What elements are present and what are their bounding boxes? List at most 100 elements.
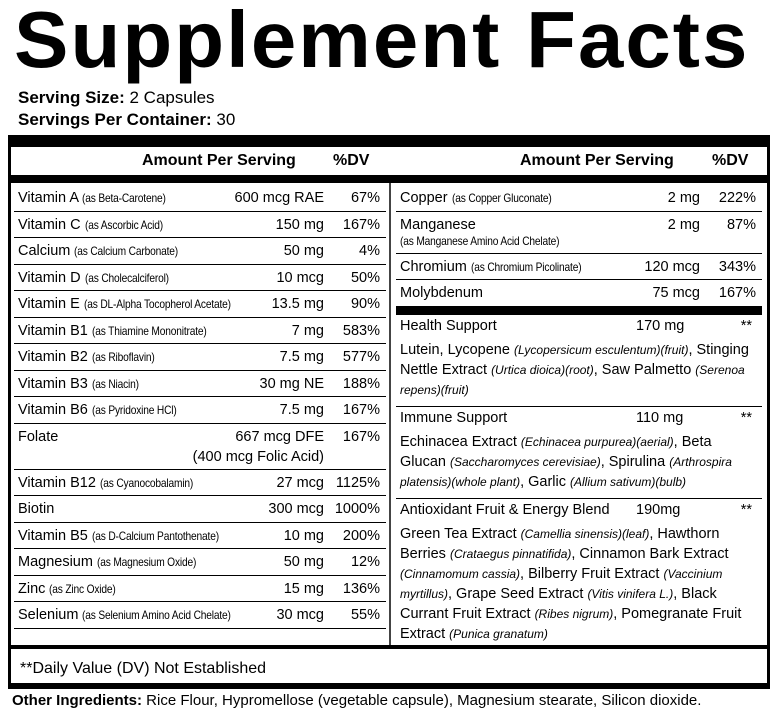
column-divider xyxy=(389,183,391,645)
nutrient-source: (as Zinc Oxide) xyxy=(49,581,117,596)
nutrient-row: Selenium (as Selenium Amino Acid Chelate… xyxy=(14,602,386,629)
header-divider xyxy=(8,175,770,183)
blend-name: Antioxidant Fruit & Energy Blend xyxy=(400,501,610,518)
top-divider xyxy=(8,135,770,147)
nutrient-amount: 30 mcg xyxy=(276,607,324,623)
ingredient-source: (Crataegus pinnatifida) xyxy=(449,546,572,561)
nutrient-amount: 667 mcg DFE xyxy=(235,428,324,445)
nutrient-dv: 577% xyxy=(342,349,380,365)
nutrient-dv: 343% xyxy=(718,258,756,275)
nutrient-name: Zinc (as Zinc Oxide) xyxy=(18,576,128,602)
nutrient-source: (as Copper Gluconate) xyxy=(451,191,552,205)
nutrient-amount: 50 mg xyxy=(283,554,324,570)
nutrient-name: Vitamin C (as Ascorbic Acid) xyxy=(18,212,176,238)
nutrient-name: Vitamin B12 (as Cyanocobalamin) xyxy=(18,470,210,496)
blend-amount: 110 mg xyxy=(636,409,684,426)
ingredient-name: , Bilberry Fruit Extract xyxy=(520,565,664,582)
nutrient-label: Vitamin B1 xyxy=(18,322,88,339)
nutrient-label: Vitamin E xyxy=(18,296,80,312)
blend-ingredients: Lutein, Lycopene (Lycopersicum esculentu… xyxy=(400,340,758,400)
nutrient-name: Copper (as Copper Gluconate) xyxy=(400,185,569,211)
nutrient-source: (as Pyridoxine HCl) xyxy=(91,403,177,417)
nutrient-row: Biotin 300 mcg 1000% xyxy=(14,496,386,523)
nutrient-dv: 90% xyxy=(350,296,380,312)
nutrient-name: Magnesium (as Magnesium Oxide) xyxy=(18,549,214,575)
nutrient-label: Biotin xyxy=(18,501,55,517)
nutrient-name: Selenium (as Selenium Amino Acid Chelate… xyxy=(18,602,258,628)
blend-dv: ** xyxy=(740,501,752,518)
nutrient-source: (as Beta-Carotene) xyxy=(82,191,166,205)
ingredient-name: , Grape Seed Extract xyxy=(448,585,588,602)
ingredient-name: Green Tea Extract xyxy=(400,525,521,542)
blend-dv: ** xyxy=(740,409,752,426)
blend-ingredients: Echinacea Extract (Echinacea purpurea)(a… xyxy=(400,432,758,492)
nutrient-row: Manganese (as Manganese Amino Acid Chela… xyxy=(396,212,762,254)
nutrient-source: (as Ascorbic Acid) xyxy=(84,217,163,232)
other-ingredients-label: Other Ingredients: xyxy=(12,692,143,709)
ingredient-source: (Saccharomyces cerevisiae) xyxy=(449,454,601,469)
nutrient-amount: 75 mcg xyxy=(652,285,700,301)
nutrient-row: Vitamin B6 (as Pyridoxine HCl) 7.5 mg 167% xyxy=(14,397,386,424)
nutrient-row: Calcium (as Calcium Carbonate) 50 mg 4% xyxy=(14,238,386,265)
ingredient-source: (Ribes nigrum) xyxy=(534,606,614,621)
nutrient-dv: 67% xyxy=(350,190,380,206)
nutrient-name: Vitamin B5 (as D-Calcium Pantothenate) xyxy=(18,523,241,549)
nutrient-dv: 167% xyxy=(342,428,380,445)
nutrient-dv: 1000% xyxy=(334,501,380,517)
ingredient-source: (Allium sativum)(bulb) xyxy=(570,474,687,489)
other-ingredients-value: Rice Flour, Hypromellose (vegetable caps… xyxy=(142,692,702,709)
ingredient-name: , Cinnamon Bark Extract xyxy=(571,545,729,562)
nutrient-source: (as Niacin) xyxy=(91,376,139,391)
nutrient-row: Vitamin D (as Cholecalciferol) 10 mcg 50% xyxy=(14,265,386,291)
left-header-amount: Amount Per Serving xyxy=(142,152,296,169)
nutrient-row: Vitamin B12 (as Cyanocobalamin) 27 mcg 112… xyxy=(14,470,386,496)
nutrient-name: Vitamin B2 (as Riboflavin) xyxy=(18,344,166,370)
proprietary-blend: Health Support 170 mg ** Lutein, Lycopene (… xyxy=(396,315,762,407)
nutrient-name: Manganese (as Manganese Amino Acid Chela… xyxy=(400,212,560,248)
proprietary-blend: Immune Support 110 mg ** Echinacea Extract … xyxy=(396,407,762,499)
nutrient-label: Vitamin B6 xyxy=(18,402,88,418)
ingredient-name: , Hawthorn Berries xyxy=(400,525,720,562)
nutrient-source: (as Selenium Amino Acid Chelate) xyxy=(82,608,232,622)
nutrient-name: Molybdenum xyxy=(400,280,487,306)
nutrient-label: Chromium xyxy=(400,258,467,275)
nutrient-amount: 15 mg xyxy=(283,580,324,597)
ingredient-source: (Punica granatum) xyxy=(449,626,548,641)
nutrient-label: Vitamin B5 xyxy=(18,527,88,544)
ingredient-name: , Saw Palmetto xyxy=(593,361,696,378)
serving-size: Serving Size: 2 Capsules xyxy=(18,88,215,108)
nutrient-label: Folate xyxy=(18,428,59,445)
blend-name: Immune Support xyxy=(400,409,508,426)
nutrient-row: Vitamin B2 (as Riboflavin) 7.5 mg 577% xyxy=(14,344,386,371)
proprietary-blend: Antioxidant Fruit & Energy Blend 190mg ** G… xyxy=(396,499,762,650)
nutrient-label: Zinc xyxy=(18,580,46,597)
nutrient-row: Folate 667 mcg DFE 167% (400 mcg Folic Aci… xyxy=(14,424,386,470)
nutrient-amount: 10 mcg xyxy=(276,269,324,286)
nutrient-amount: 2 mg xyxy=(667,190,700,206)
ingredient-name: Lutein, Lycopene xyxy=(400,341,514,358)
right-header-dv: %DV xyxy=(712,152,749,169)
nutrient-dv: 583% xyxy=(342,322,380,339)
nutrient-dv: 136% xyxy=(342,580,380,597)
nutrient-label: Molybdenum xyxy=(400,285,484,301)
nutrient-label: Calcium xyxy=(18,243,71,259)
blend-amount: 190mg xyxy=(636,501,681,518)
nutrient-label: Magnesium xyxy=(18,554,93,570)
blend-dv: ** xyxy=(740,317,752,334)
nutrient-row: Vitamin B3 (as Niacin) 30 mg NE 188% xyxy=(14,371,386,397)
nutrient-amount: 600 mcg RAE xyxy=(234,190,324,206)
nutrient-name: Calcium (as Calcium Carbonate) xyxy=(18,238,197,264)
nutrient-amount-secondary: (400 mcg Folic Acid) xyxy=(192,448,324,465)
right-nutrient-list: Copper (as Copper Gluconate) 2 mg 222% Mang… xyxy=(396,185,762,650)
nutrient-row: Vitamin B1 (as Thiamine Mononitrate) 7 mg… xyxy=(14,318,386,344)
nutrient-amount: 27 mcg xyxy=(276,474,324,491)
blend-ingredients: Green Tea Extract (Camellia sinensis)(le… xyxy=(400,524,758,644)
nutrient-amount: 30 mg NE xyxy=(259,375,324,392)
right-header-amount: Amount Per Serving xyxy=(520,152,674,169)
nutrient-label: Vitamin B12 xyxy=(18,474,96,491)
ingredient-name: , Pomegranate Fruit Extract xyxy=(400,605,742,642)
nutrient-label: Vitamin C xyxy=(18,216,81,233)
left-header-dv: %DV xyxy=(333,152,370,169)
nutrient-name: Vitamin B3 (as Niacin) xyxy=(18,371,147,397)
nutrient-source: (as Cyanocobalamin) xyxy=(99,475,194,490)
